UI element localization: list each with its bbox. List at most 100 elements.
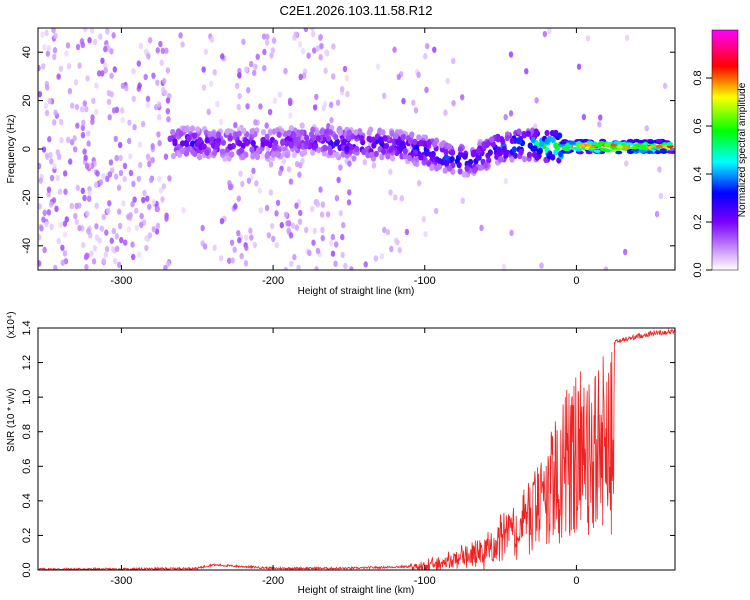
x-tick-label: -300 — [110, 275, 132, 287]
spectrogram-cell — [136, 251, 142, 258]
spectrogram-cell — [388, 168, 393, 175]
spectrogram-cell — [130, 201, 135, 208]
spectrogram-ridge-cell — [512, 152, 518, 159]
spectrogram-ridge-cell — [210, 130, 216, 137]
spectrogram-cell — [320, 226, 325, 234]
spectrogram-cell — [86, 227, 91, 235]
spectrogram-ridge-cell — [244, 140, 250, 147]
spectrogram-cell — [120, 107, 125, 114]
x-tick-label: -100 — [414, 575, 436, 587]
spectrogram-cell — [52, 53, 57, 61]
spectrogram-ridge-cell — [359, 135, 365, 142]
spectrogram-ridge-cell — [390, 155, 396, 162]
colorbar-tick-label: 0.2 — [692, 214, 704, 229]
spectrogram-cell — [111, 227, 116, 235]
spectrogram-cell — [240, 180, 245, 188]
spectrogram-ridge-cell — [550, 136, 556, 144]
spectrogram-ridge-cell — [346, 129, 352, 136]
spectrogram-cell — [460, 94, 465, 101]
spectrogram-ridge-cell — [495, 135, 501, 143]
spectrogram-cell — [298, 209, 303, 217]
spectrogram-cell — [239, 252, 244, 260]
spectrogram-ridge-cell — [475, 154, 481, 161]
spectrogram-cell — [206, 108, 211, 116]
spectrogram-cell — [270, 222, 275, 230]
spectrogram-ridge-cell — [381, 148, 387, 155]
spectrogram-cell — [145, 101, 151, 109]
spectrogram-cell — [581, 113, 587, 121]
spectrogram-cell — [236, 229, 241, 237]
spectrogram-cell — [83, 28, 88, 32]
spectrogram-ridge-cell — [291, 151, 297, 159]
spectrogram-ridge-cell — [457, 146, 463, 153]
spectrogram-cell — [148, 176, 154, 184]
spectrogram-ridge-cell — [655, 144, 663, 149]
spectrogram-cell — [134, 207, 139, 214]
spectrogram-cell — [375, 63, 381, 70]
spectrogram-cell — [123, 239, 128, 246]
spectrogram-cell — [307, 249, 312, 257]
spectrogram-ridge-cell — [412, 149, 419, 156]
spectrogram-cell — [39, 225, 44, 232]
spectrogram-cell — [163, 153, 169, 160]
spectrogram-cell — [112, 66, 118, 73]
spectrogram-cell — [200, 224, 205, 232]
spectrogram-ridge-cell — [264, 133, 270, 141]
spectrogram-ridge-cell — [521, 155, 528, 163]
spectrogram-cell — [158, 40, 163, 48]
spectrogram-cell — [318, 54, 323, 61]
spectrogram-ridge-cell — [316, 146, 322, 154]
spectrogram-ridge-cell — [516, 128, 522, 135]
spectrogram-cell — [131, 95, 136, 103]
colorbar-tick-label: 0.6 — [692, 118, 704, 133]
spectrogram-ridge-cell — [426, 139, 432, 147]
spectrogram-cell — [248, 227, 253, 234]
chart-title: C2E1.2026.103.11.58.R12 — [280, 3, 433, 18]
spectrogram-cell — [266, 232, 272, 239]
spectrogram-cell — [151, 198, 157, 206]
spectrogram-ridge-cell — [584, 143, 592, 148]
spectrogram-cell — [215, 100, 220, 108]
spectrogram-ridge-cell — [250, 153, 256, 160]
spectrogram-ridge-cell — [409, 131, 415, 138]
spectrogram-cell — [96, 70, 102, 77]
spectrogram-cell — [128, 169, 134, 177]
spectrogram-cell — [244, 244, 249, 251]
spectrogram-ridge-cell — [398, 140, 404, 148]
spectrogram-cell — [106, 98, 112, 106]
spectrogram-cell — [425, 42, 430, 50]
spectrogram-ridge-cell — [457, 168, 463, 175]
spectrogram-ridge-cell — [475, 147, 481, 155]
spectrogram-ridge-cell — [315, 135, 321, 142]
spectrogram-cell — [283, 211, 289, 218]
spectrogram-ridge-cell — [432, 141, 438, 148]
y-tick-label: -40 — [21, 238, 33, 254]
spectrogram-ridge-cell — [571, 146, 579, 151]
spectrogram-ridge-cell — [233, 131, 239, 138]
spectrogram-cell — [74, 103, 80, 111]
spectrogram-ridge-cell — [488, 136, 495, 143]
spectrogram-cell — [87, 190, 92, 197]
spectrogram-ridge-cell — [504, 134, 510, 142]
spectrogram-ridge-cell — [186, 135, 192, 143]
spectrogram-cell — [268, 189, 274, 196]
spectrogram-cell — [321, 104, 326, 112]
spectrogram-ridge-cell — [553, 142, 559, 149]
spectrogram-cell — [130, 241, 135, 248]
spectrogram-cell — [114, 245, 120, 253]
spectrogram-ridge-cell — [264, 152, 270, 159]
spectrogram-cell — [411, 99, 416, 106]
spectrogram-cell — [155, 47, 160, 54]
spectrogram-x-label: Height of straight line (km) — [298, 286, 415, 297]
spectrogram-ridge-cell — [370, 136, 376, 143]
spectrogram-cell — [252, 241, 258, 249]
spectrogram-cell — [338, 164, 343, 171]
spectrogram-cell — [234, 82, 240, 90]
spectrogram-ridge-cell — [264, 139, 270, 147]
spectrogram-ridge-cell — [464, 165, 470, 172]
spectrogram-cell — [77, 224, 82, 232]
spectrogram-cell — [84, 263, 89, 270]
spectrogram-ridge-cell — [585, 150, 593, 155]
spectrogram-cell — [285, 220, 290, 227]
spectrogram-ridge-cell — [324, 129, 330, 136]
